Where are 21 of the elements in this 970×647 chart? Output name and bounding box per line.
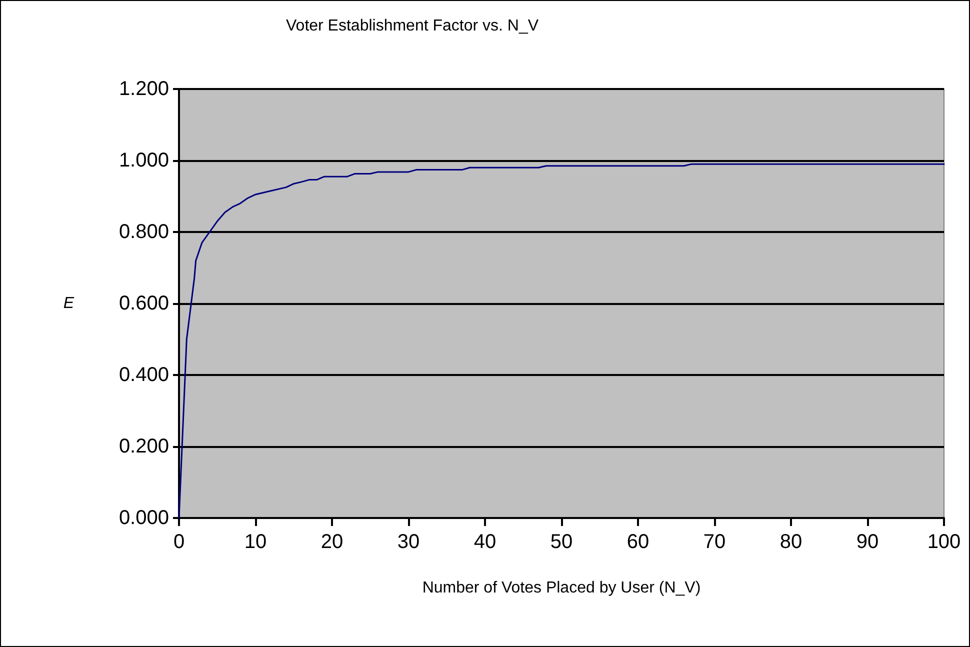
x-tick-label: 90 [856,531,879,553]
x-tick-label: 100 [927,531,961,553]
x-tick-label: 30 [397,531,420,553]
x-tick-label: 10 [244,531,267,553]
x-tick-label: 0 [173,531,185,553]
y-tick-label: 1.200 [118,78,169,100]
y-tick-label: 0.200 [118,436,169,458]
y-tick-label: 1.000 [118,150,169,172]
x-tick-label: 60 [626,531,650,553]
y-tick-label: 0.000 [118,507,169,529]
x-axis-title: Number of Votes Placed by User (N_V) [422,580,701,596]
x-tick-label: 80 [780,531,802,553]
y-tick-label: 0.600 [118,292,169,314]
x-tick-label: 70 [703,531,726,553]
x-tick-label: 20 [320,531,344,553]
chart-title: Voter Establishment Factor vs. N_V [286,18,539,34]
y-tick-label: 0.400 [118,364,169,386]
x-tick-label: 50 [550,531,573,553]
y-axis-title: E [63,295,74,312]
y-tick-label: 0.800 [118,221,169,243]
x-tick-label: 40 [474,531,496,553]
